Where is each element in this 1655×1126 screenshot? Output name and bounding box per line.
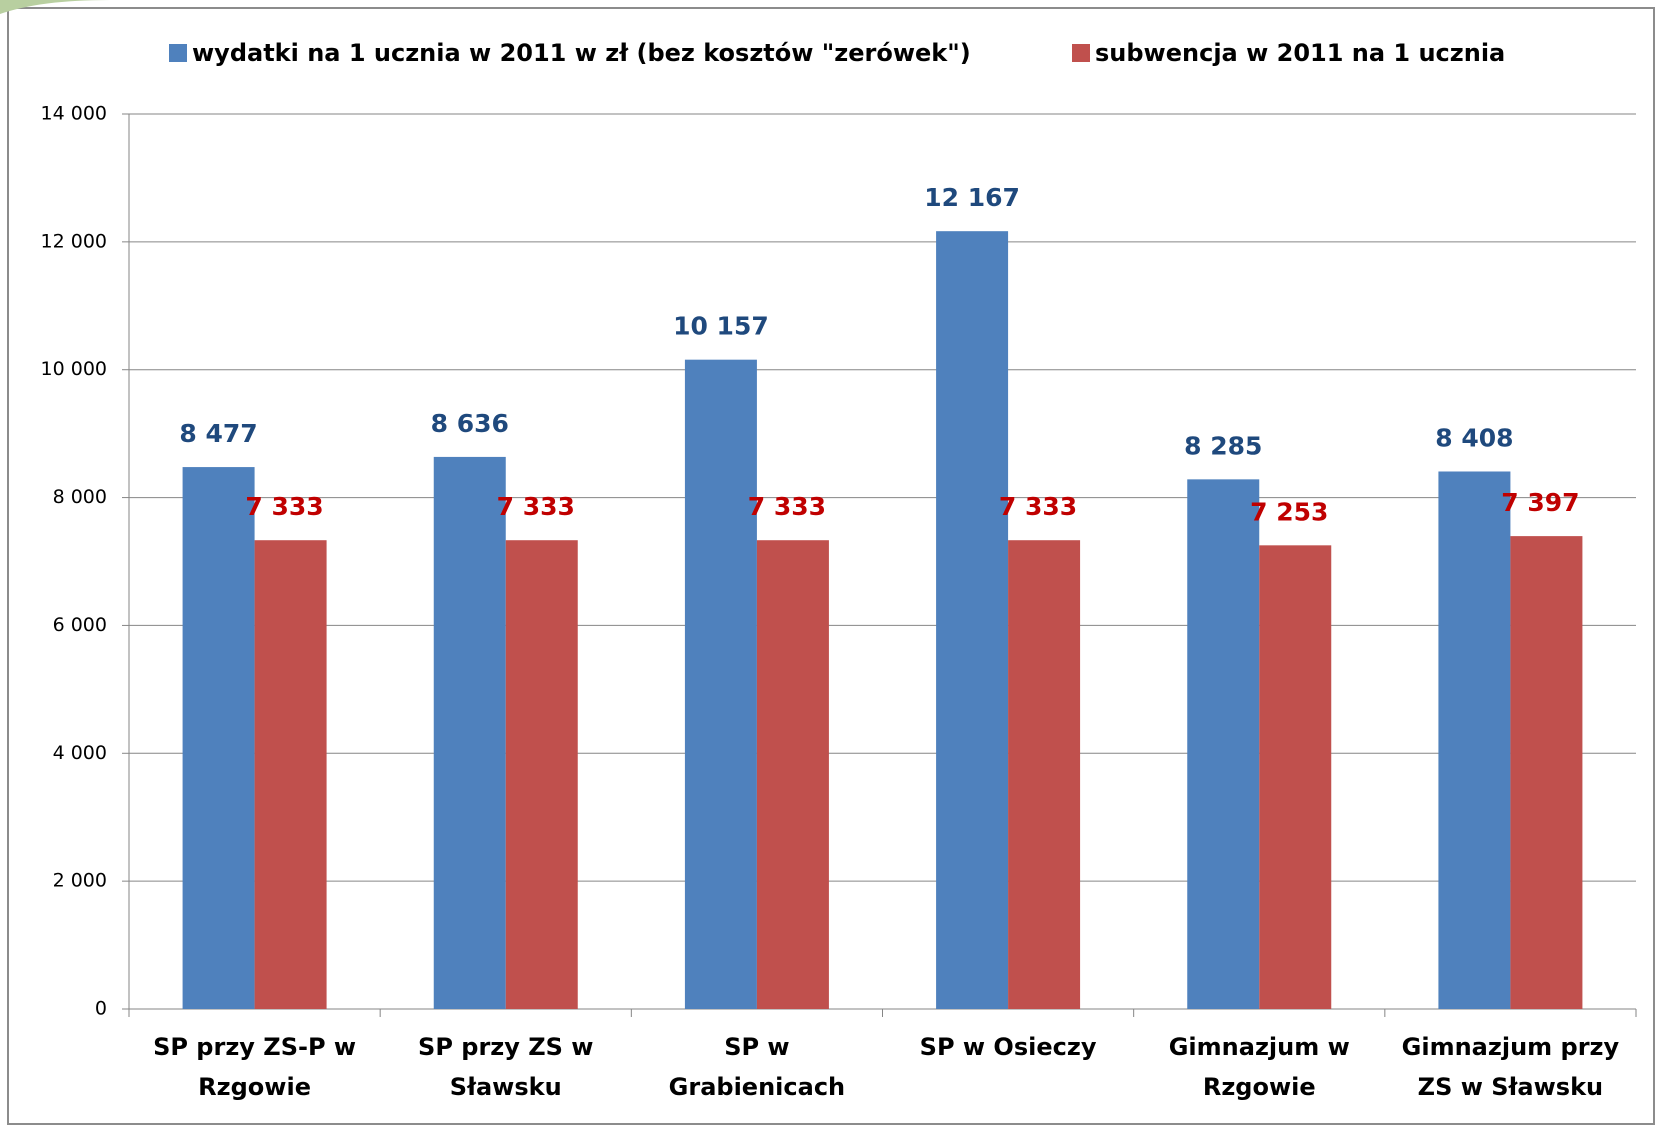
bar — [505, 540, 578, 1009]
y-tick-label: 4 000 — [53, 742, 107, 764]
bar — [684, 359, 757, 1009]
x-tick-label: Gimnazjum w Rzgowie — [1168, 1033, 1350, 1101]
x-tick-label: SP przy ZS w Sławsku — [418, 1033, 594, 1101]
x-tick-label: Gimnazjum przy ZS w Sławsku — [1401, 1033, 1620, 1101]
data-label: 7 397 — [1501, 488, 1579, 517]
data-label: 12 167 — [924, 183, 1020, 212]
data-label: 7 333 — [245, 492, 323, 521]
legend-swatch — [169, 44, 187, 62]
legend-swatch — [1072, 44, 1090, 62]
bar — [1510, 536, 1583, 1009]
bar — [182, 467, 255, 1009]
corner-decoration — [0, 0, 110, 14]
data-label: 8 477 — [179, 419, 257, 448]
y-tick-label: 8 000 — [53, 486, 107, 508]
data-label: 7 333 — [999, 492, 1077, 521]
y-tick-label: 10 000 — [41, 358, 107, 380]
y-tick-label: 12 000 — [41, 230, 107, 252]
data-label: 8 408 — [1435, 423, 1513, 452]
bar — [1008, 540, 1081, 1009]
data-label: 8 636 — [431, 409, 509, 438]
y-tick-label: 6 000 — [53, 614, 107, 636]
x-tick-label: SP przy ZS-P w Rzgowie — [153, 1033, 357, 1101]
legend-label: subwencja w 2011 na 1 ucznia — [1095, 39, 1505, 67]
data-label: 7 253 — [1250, 497, 1328, 526]
data-label: 7 333 — [497, 492, 575, 521]
data-label: 10 157 — [673, 312, 769, 341]
bar — [1259, 545, 1332, 1009]
bar — [1438, 471, 1511, 1009]
data-label: 8 285 — [1184, 431, 1262, 460]
bar — [1187, 479, 1260, 1009]
x-tick-label: SP w Grabienicach — [668, 1033, 846, 1101]
y-tick-label: 14 000 — [41, 103, 107, 125]
legend-label: wydatki na 1 ucznia w 2011 w zł (bez kos… — [192, 39, 971, 67]
data-label: 7 333 — [748, 492, 826, 521]
x-tick-label: SP w Osieczy — [919, 1033, 1097, 1061]
bar — [433, 456, 506, 1010]
bar — [254, 540, 327, 1009]
frame — [7, 7, 1655, 1125]
y-tick-label: 2 000 — [53, 870, 107, 892]
bar — [936, 231, 1009, 1009]
y-tick-label: 0 — [95, 998, 107, 1020]
bar — [756, 540, 829, 1009]
